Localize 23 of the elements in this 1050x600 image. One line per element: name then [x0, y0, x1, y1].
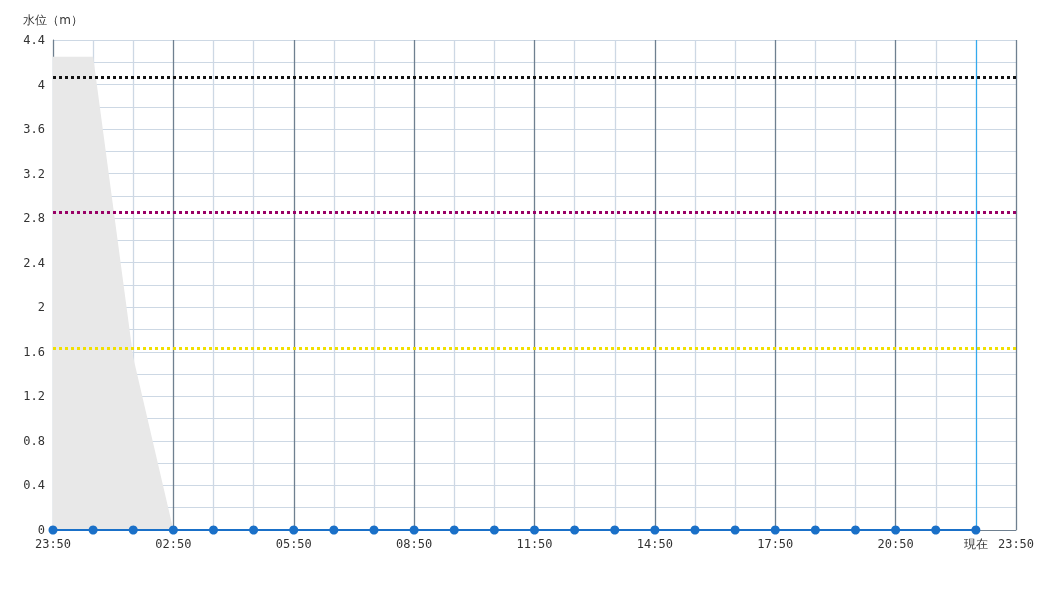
- x-tick-label: 08:50: [396, 537, 433, 551]
- y-tick-label: 2.8: [23, 211, 45, 226]
- x-tick-label: 14:50: [636, 537, 673, 551]
- y-tick-label: 0: [37, 523, 45, 537]
- y-tick-label: 4.4: [23, 33, 45, 47]
- y-tick-label: 1.2: [23, 389, 45, 404]
- x-tick-label: 05:50: [275, 537, 312, 551]
- y-tick-label: 4: [37, 77, 45, 92]
- x-tick-label: 現在: [963, 537, 988, 551]
- y-axis-title: 水位（m）: [23, 13, 83, 27]
- x-tick-label: 23:50: [34, 537, 72, 551]
- y-tick-label: 2.4: [23, 255, 45, 270]
- y-tick-label: 0.8: [23, 433, 45, 448]
- x-tick-label: 02:50: [155, 537, 192, 551]
- y-tick-label: 1.6: [23, 344, 45, 359]
- x-tick-label: 17:50: [757, 537, 794, 551]
- y-tick-label: 3.2: [23, 166, 45, 181]
- y-tick-label: 2: [37, 300, 45, 315]
- x-tick-label: 20:50: [877, 537, 914, 551]
- x-tick-label: 11:50: [516, 537, 553, 551]
- y-tick-label: 3.6: [23, 122, 45, 137]
- y-tick-label: 0.4: [23, 478, 45, 493]
- x-tick-label: 23:50: [997, 537, 1035, 551]
